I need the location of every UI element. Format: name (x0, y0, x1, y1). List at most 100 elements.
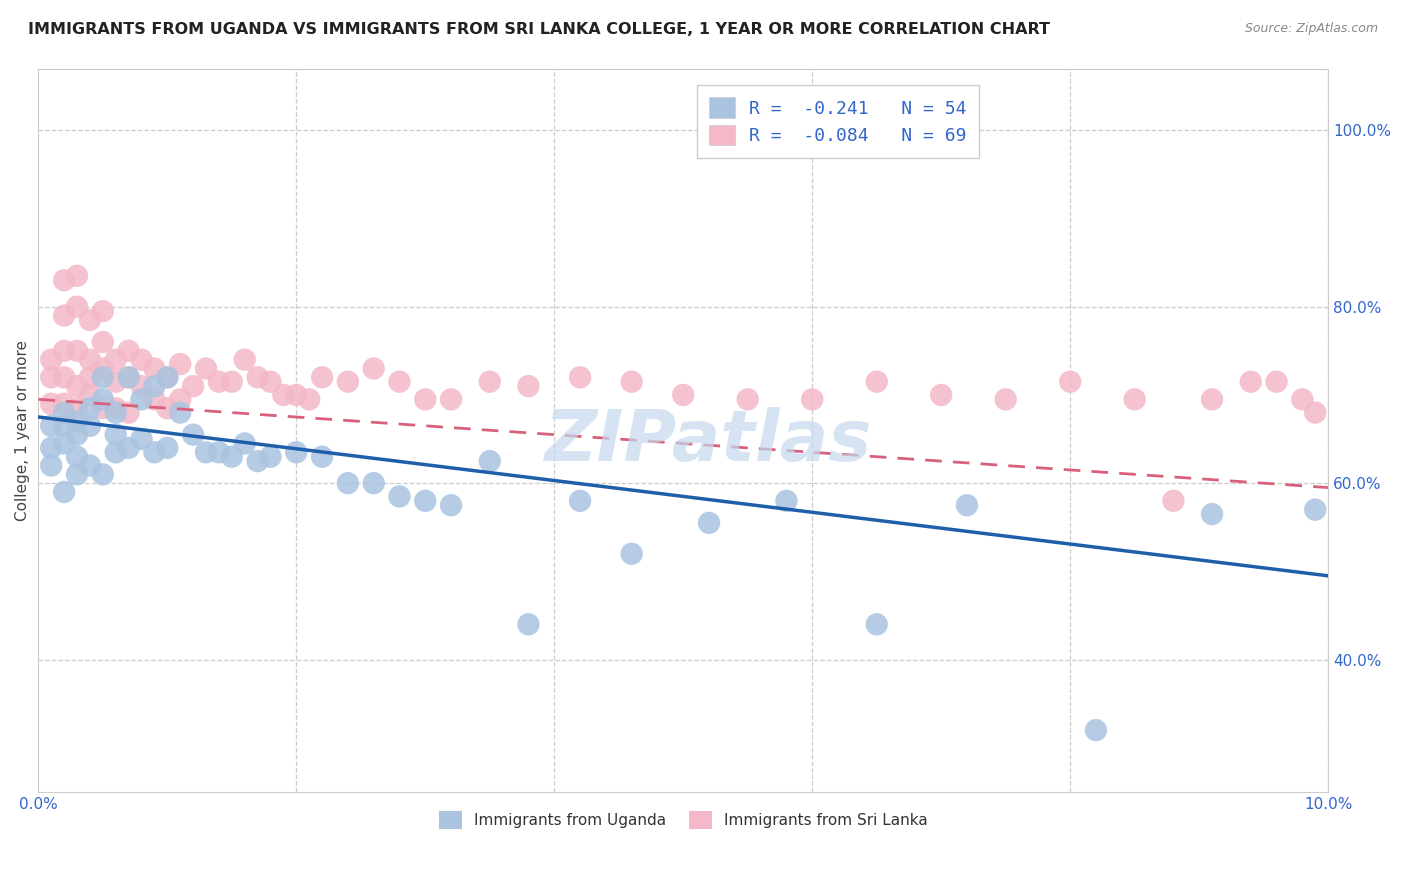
Point (66, 300, 89, 314)
Point (104, 445, 127, 459)
Point (517, 379, 540, 393)
Point (66, 467, 89, 482)
Point (478, 375, 501, 389)
Point (221, 375, 243, 389)
Point (117, 406, 139, 420)
Point (1291, 392, 1313, 407)
Point (440, 392, 463, 407)
Point (413, 493, 436, 508)
Point (156, 370, 179, 384)
Point (39, 397, 62, 411)
Point (311, 370, 333, 384)
Legend: Immigrants from Uganda, Immigrants from Sri Lanka: Immigrants from Uganda, Immigrants from … (433, 805, 934, 835)
Point (39, 441, 62, 455)
Point (285, 445, 308, 459)
Point (91, 361, 114, 376)
Point (208, 375, 231, 389)
Point (620, 547, 643, 561)
Point (39, 352, 62, 367)
Point (620, 375, 643, 389)
Point (156, 401, 179, 416)
Point (39, 418, 62, 433)
Point (53, 418, 76, 433)
Point (156, 370, 179, 384)
Point (1303, 406, 1326, 420)
Point (208, 445, 231, 459)
Point (117, 441, 139, 455)
Point (79, 352, 101, 367)
Y-axis label: College, 1 year or more: College, 1 year or more (15, 340, 30, 521)
Point (53, 370, 76, 384)
Point (388, 490, 411, 504)
Point (569, 370, 592, 384)
Point (131, 379, 153, 393)
Point (66, 379, 89, 393)
Point (195, 445, 218, 459)
Text: IMMIGRANTS FROM UGANDA VS IMMIGRANTS FROM SRI LANKA COLLEGE, 1 YEAR OR MORE CORR: IMMIGRANTS FROM UGANDA VS IMMIGRANTS FRO… (28, 22, 1050, 37)
Point (195, 361, 218, 376)
Point (866, 617, 889, 632)
Point (91, 334, 114, 349)
Point (1265, 375, 1288, 389)
Point (569, 493, 592, 508)
Point (801, 392, 824, 407)
Point (104, 375, 127, 389)
Point (311, 450, 333, 464)
Point (413, 392, 436, 407)
Point (91, 392, 114, 407)
Point (79, 418, 101, 433)
Point (672, 388, 695, 402)
Point (956, 498, 979, 512)
Point (91, 401, 114, 416)
Point (298, 392, 321, 407)
Point (233, 352, 256, 367)
Point (994, 392, 1017, 407)
Point (1303, 502, 1326, 516)
Point (53, 309, 76, 323)
Point (737, 392, 759, 407)
Point (143, 379, 166, 393)
Point (1240, 375, 1263, 389)
Point (246, 370, 269, 384)
Point (1201, 392, 1223, 407)
Point (117, 370, 139, 384)
Point (233, 436, 256, 450)
Point (79, 401, 101, 416)
Point (131, 352, 153, 367)
Point (929, 388, 952, 402)
Point (91, 304, 114, 318)
Point (478, 454, 501, 468)
Point (1084, 723, 1107, 738)
Point (336, 476, 359, 491)
Point (517, 617, 540, 632)
Point (131, 392, 153, 407)
Point (259, 375, 281, 389)
Point (66, 268, 89, 283)
Point (117, 343, 139, 358)
Point (39, 458, 62, 473)
Point (53, 485, 76, 500)
Point (273, 388, 295, 402)
Point (53, 436, 76, 450)
Point (53, 273, 76, 287)
Point (285, 388, 308, 402)
Point (1163, 493, 1185, 508)
Text: ZIPatlas: ZIPatlas (546, 407, 873, 475)
Point (131, 432, 153, 446)
Point (39, 370, 62, 384)
Point (1059, 375, 1081, 389)
Point (53, 397, 76, 411)
Point (169, 357, 191, 371)
Point (66, 343, 89, 358)
Point (53, 406, 76, 420)
Point (440, 498, 463, 512)
Point (104, 406, 127, 420)
Point (181, 379, 204, 393)
Point (66, 450, 89, 464)
Point (117, 370, 139, 384)
Point (156, 441, 179, 455)
Point (143, 361, 166, 376)
Point (104, 427, 127, 442)
Point (66, 427, 89, 442)
Point (336, 375, 359, 389)
